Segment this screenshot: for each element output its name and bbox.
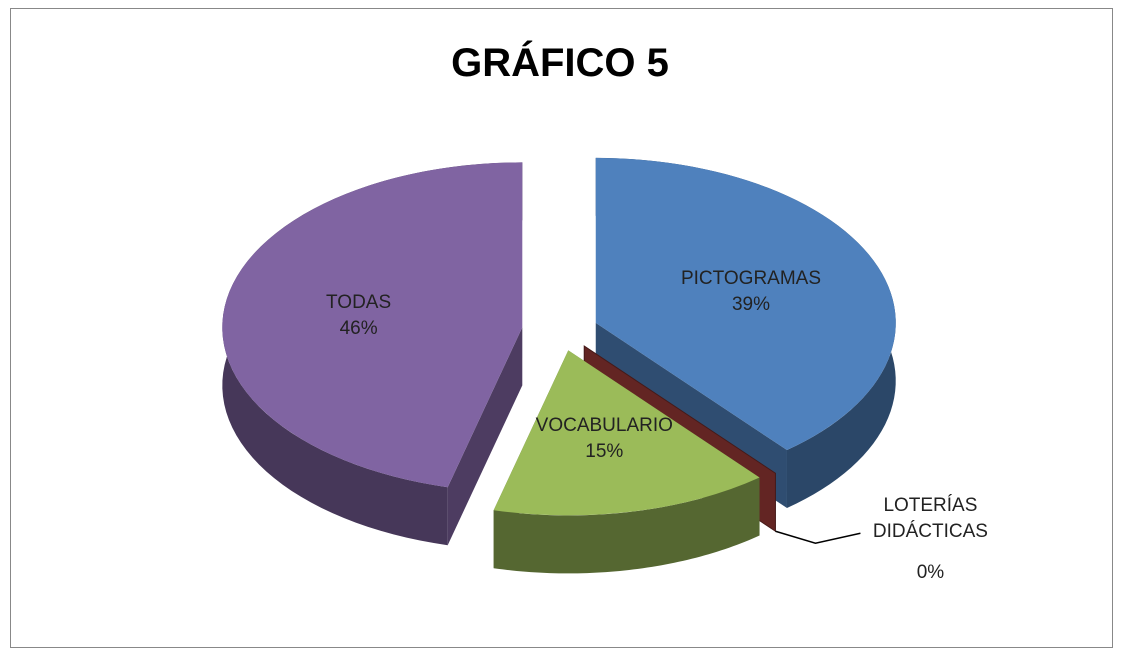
chart-frame bbox=[10, 8, 1113, 648]
slice-label: TODAS bbox=[326, 292, 392, 313]
slice-label: PICTOGRAMAS bbox=[680, 268, 822, 290]
slice bbox=[493, 350, 760, 516]
slice bbox=[222, 162, 523, 488]
slice-value-label: 46% bbox=[339, 318, 378, 339]
slice bbox=[595, 157, 896, 451]
slice-side bbox=[493, 477, 760, 574]
slice-value-label: 39% bbox=[731, 294, 770, 316]
slice-value-label: 0% bbox=[916, 562, 945, 584]
slice-wall bbox=[447, 327, 523, 546]
slice-label: VOCABULARIO bbox=[535, 414, 673, 436]
chart-title: GRÁFICO 5 bbox=[451, 40, 669, 85]
slice-value-label: 15% bbox=[585, 440, 624, 462]
leader-line bbox=[775, 530, 861, 545]
slice-label: LOTERÍAS DIDÁCTICAS bbox=[872, 495, 988, 543]
